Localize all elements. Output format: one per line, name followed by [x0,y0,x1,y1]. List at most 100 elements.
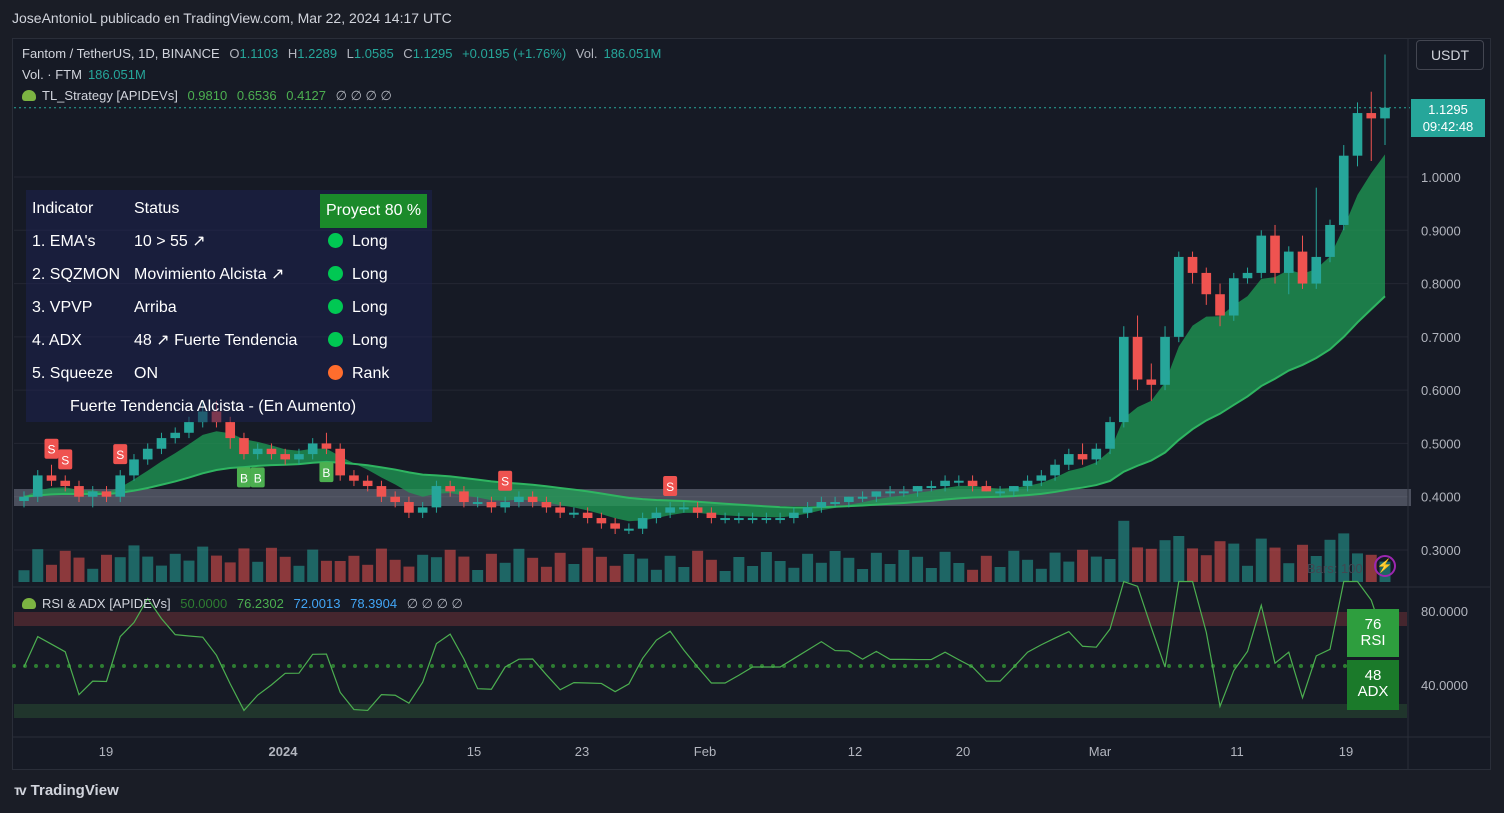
candle-body [706,512,717,519]
candle-body [692,507,703,513]
volume-bar [609,565,621,582]
volume-bar [1035,568,1047,582]
adx-dot [287,664,291,668]
adx-dot [397,664,401,668]
volume-bar [802,553,814,582]
candle-body [431,486,442,508]
volume-bar [1022,559,1034,582]
signal-label: S [501,475,509,489]
candle-body [569,512,579,515]
candle-body [1380,107,1390,119]
brand-footer[interactable]: ᴛᴠ TradingView [14,782,119,799]
candle-body [1325,224,1335,257]
volume-bar [389,559,401,582]
candle-body [940,480,950,487]
lightning-icon[interactable]: ⚡ [1374,555,1396,577]
rsi-tick-label: 40.0000 [1421,678,1468,693]
table-header: Indicator Status Proyect 80 % [26,194,432,228]
price-tick-label: 0.4000 [1421,490,1461,505]
candle-body [32,475,43,497]
candle-body [252,448,263,455]
adx-dot [1321,664,1325,668]
rsi-line [23,580,1386,712]
candle-body [115,475,126,497]
volume-bar [320,560,332,582]
volume-bar [678,567,690,582]
candle-body [954,480,964,483]
volume-bar [1159,540,1171,582]
volume-bar [100,554,112,582]
volume-bar [485,553,497,582]
adx-dot [375,664,379,668]
candle-body [1036,475,1047,481]
candle-body [1311,256,1322,284]
volume-bar [1352,553,1364,582]
candle-body [445,486,455,492]
candle-body [1091,448,1102,460]
candle-body [1215,294,1225,316]
adx-dot [870,664,874,668]
volume-bar [912,556,924,582]
volume-bar [307,549,319,582]
candle-body [1118,336,1129,423]
adx-dot [1332,664,1336,668]
adx-dot [56,664,60,668]
adx-dot [925,664,929,668]
candle-body [610,523,620,529]
volume-bar [18,570,30,582]
adx-dot [573,664,577,668]
adx-dot [1079,664,1083,668]
candle-body [899,491,909,494]
volume-bar [953,563,965,582]
volume-bar [169,553,181,582]
adx-dot [892,664,896,668]
volume-bar [472,570,484,582]
adx-dot [1178,664,1182,668]
candle-body [1270,235,1280,273]
adx-dot [430,664,434,668]
volume-bar [980,555,992,582]
candle-body [1283,251,1294,273]
volume-bar [967,569,979,582]
volume-bar [527,557,539,582]
currency-button[interactable]: USDT [1416,40,1484,70]
adx-dot [474,664,478,668]
volume-bar [444,549,456,582]
x-tick-label: 12 [848,744,862,759]
candle-body [1366,113,1377,119]
candle-body [307,443,318,455]
volume-bar [1269,547,1281,582]
adx-dot [1112,664,1116,668]
projection-badge: Proyect 80 % [320,194,428,228]
rsi-legend[interactable]: RSI & ADX [APIDEVs] 50.0000 76.2302 72.0… [22,596,469,612]
candle-body [871,491,882,497]
adx-dot [1200,664,1204,668]
candle-body [1009,486,1019,492]
signal-label: B [254,471,262,485]
candle-body [1297,251,1308,284]
volume-bar [898,550,910,582]
candle-body [486,502,497,508]
volume-bar [279,556,291,582]
adx-dot [342,664,346,668]
candle-body [830,502,840,505]
adx-dot [1134,664,1138,668]
volume-bar [252,561,264,582]
volume-bar [334,561,346,582]
symbol-legend: Fantom / TetherUS, 1D, BINANCE O1.1103 H… [22,46,662,61]
x-tick-label: 15 [467,744,481,759]
price-tick-label: 0.3000 [1421,543,1461,558]
adx-dot [155,664,159,668]
adx-dot [1068,664,1072,668]
volume-bar [1310,556,1322,582]
candle-body [184,422,194,433]
adx-dot [298,664,302,668]
adx-dot [1090,664,1094,668]
candle-body [87,491,98,497]
signal-marker [250,467,265,488]
adx-dot [254,664,258,668]
volume-bar [265,547,277,582]
strategy-legend[interactable]: TL_Strategy [APIDEVs] 0.9810 0.6536 0.41… [22,88,398,104]
adx-dot [936,664,940,668]
volume-bar [1090,556,1102,582]
